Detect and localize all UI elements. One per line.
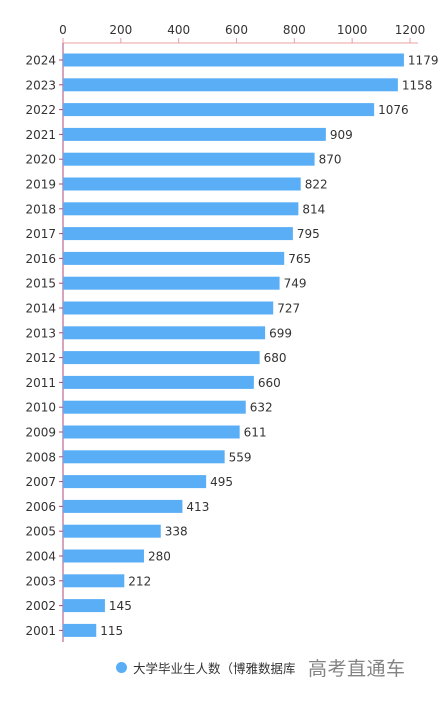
x-tick-label: 800 [283,23,306,37]
data-label: 870 [319,153,342,167]
bar [63,103,375,117]
bar [63,78,398,92]
data-label: 559 [229,450,252,464]
bar [63,574,125,588]
bar [63,326,266,340]
bar [63,152,315,166]
x-tick-label: 1000 [337,23,368,37]
data-label: 660 [258,376,281,390]
x-tick-label: 1200 [395,23,426,37]
data-label: 338 [165,525,188,539]
y-tick-label: 2016 [25,252,56,266]
bar [63,53,404,67]
data-label: 795 [297,227,320,241]
bar [63,623,97,637]
y-tick-label: 2012 [25,351,56,365]
bar [63,499,183,513]
data-label: 727 [277,302,300,316]
bar [63,425,240,439]
bar [63,450,225,464]
data-label: 909 [330,128,353,142]
bar [63,400,246,414]
data-label: 413 [186,500,209,514]
y-tick-label: 2019 [25,178,56,192]
data-label: 680 [264,351,287,365]
x-tick-label: 600 [225,23,248,37]
y-tick-label: 2023 [25,78,56,92]
y-tick-label: 2013 [25,326,56,340]
data-label: 212 [128,574,151,588]
data-label: 280 [148,550,171,564]
y-tick-label: 2010 [25,401,56,415]
bar [63,475,207,489]
x-tick-label: 0 [59,23,67,37]
legend: 大学毕业生人数（博雅数据库 [116,658,296,677]
y-tick-label: 2009 [25,426,56,440]
y-tick-label: 2001 [25,624,56,638]
y-tick-label: 2018 [25,202,56,216]
data-label: 822 [305,178,328,192]
bar [63,351,260,365]
data-label: 611 [244,426,267,440]
data-label: 749 [284,277,307,291]
y-tick-label: 2015 [25,277,56,291]
bar [63,549,144,563]
legend-label: 大学毕业生人数（博雅数据库 [133,661,296,676]
y-tick-label: 2005 [25,525,56,539]
bar [63,301,274,315]
data-label: 1076 [378,103,409,117]
data-label: 632 [250,401,273,415]
data-label: 1158 [402,78,433,92]
y-tick-label: 2021 [25,128,56,142]
data-label: 814 [302,202,325,216]
data-label: 765 [288,252,311,266]
y-tick-label: 2024 [25,54,56,68]
bar [63,127,326,141]
bar [63,599,105,613]
bar [63,524,161,538]
x-tick-label: 400 [167,23,190,37]
legend-marker [116,662,127,673]
data-label: 1179 [408,54,439,68]
bar [63,177,301,191]
y-tick-label: 2020 [25,153,56,167]
watermark-text: 高考直通车 [308,658,406,680]
y-tick-label: 2003 [25,574,56,588]
data-label: 495 [210,475,233,489]
y-tick-label: 2008 [25,450,56,464]
data-label: 145 [109,599,132,613]
y-tick-label: 2011 [25,376,56,390]
y-tick-label: 2017 [25,227,56,241]
bar [63,276,280,290]
y-tick-label: 2007 [25,475,56,489]
x-tick-label: 200 [109,23,132,37]
y-tick-label: 2004 [25,550,56,564]
data-label: 699 [269,326,292,340]
bar [63,251,285,265]
bar [63,375,254,389]
bar [63,227,293,241]
y-tick-label: 2022 [25,103,56,117]
y-tick-label: 2002 [25,599,56,613]
data-label: 115 [100,624,123,638]
bar [63,202,299,216]
y-tick-label: 2014 [25,302,56,316]
y-tick-label: 2006 [25,500,56,514]
